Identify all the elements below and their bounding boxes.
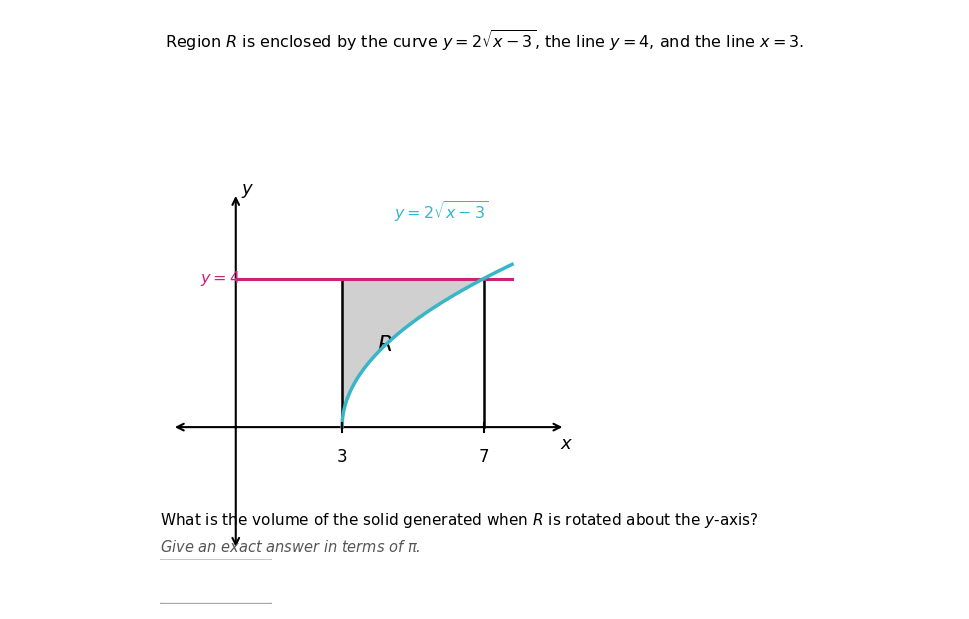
Text: $y = 2\sqrt{x-3}$: $y = 2\sqrt{x-3}$ [393,199,488,224]
Text: Region $R$ is enclosed by the curve $y = 2\sqrt{x-3}$, the line $y = 4$, and the: Region $R$ is enclosed by the curve $y =… [165,28,804,53]
FancyBboxPatch shape [157,559,274,604]
Text: $x$: $x$ [560,435,573,453]
Text: $y = 4$: $y = 4$ [201,269,240,288]
Text: $y$: $y$ [241,182,255,201]
Text: Give an exact answer in terms of $\pi$.: Give an exact answer in terms of $\pi$. [160,539,421,555]
Text: What is the volume of the solid generated when $R$ is rotated about the $y$-axis: What is the volume of the solid generate… [160,511,758,530]
Text: 7: 7 [478,448,488,465]
Text: 3: 3 [336,448,347,465]
Text: $R$: $R$ [377,335,391,355]
